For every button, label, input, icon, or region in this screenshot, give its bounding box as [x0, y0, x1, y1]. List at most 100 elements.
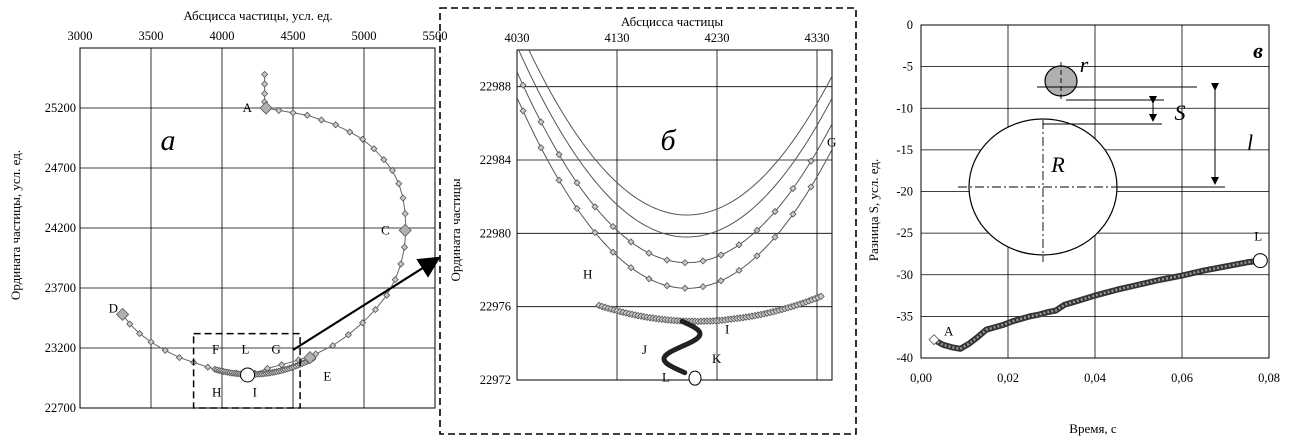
panel-a-point: [359, 135, 367, 143]
panel-b-plot-area: [516, 49, 833, 381]
panel-a-point: [399, 194, 407, 202]
panel-a-point: [147, 338, 155, 346]
panel-b-xtick: 4130: [605, 31, 630, 45]
panel-b-point: [537, 118, 545, 126]
panel-b-point: [645, 249, 653, 257]
panel-a-point: [275, 106, 283, 114]
panel-b-point-label: H: [583, 267, 592, 282]
panel-a-point: [397, 260, 405, 268]
panel-b-point-label: I: [725, 322, 729, 337]
panel-b-point: [753, 252, 761, 260]
panel-a-point: [380, 156, 388, 164]
panel-c-xlabel: Время, с: [1069, 421, 1117, 436]
panel-b-point: [717, 277, 725, 285]
panel-b-point: [807, 157, 815, 165]
panel-a-trajectory-line: [122, 74, 407, 375]
panel-b-point: [591, 228, 599, 237]
panel-a-point: [332, 121, 340, 129]
panel-c-end-marker-L: [1252, 253, 1268, 269]
inset-frame: [439, 7, 857, 435]
panel-c-xtick: 0,02: [997, 371, 1019, 385]
panel-a-xtick: 3000: [68, 29, 93, 43]
panel-c-letter: в: [1253, 38, 1263, 63]
panel-c-ylabel: Разница S, усл. ед.: [866, 159, 881, 261]
panel-a-xtick: 5000: [352, 29, 377, 43]
panel-a-ytick: 25200: [45, 101, 76, 115]
panel-a-point: [261, 80, 269, 88]
panel-a-ytick: 23700: [45, 281, 76, 295]
panel-b-point: [627, 264, 635, 272]
panel-c-ytick: -30: [896, 268, 913, 282]
panel-b-series-group: [517, 50, 832, 376]
panel-c-xtick: 0,08: [1258, 371, 1280, 385]
panel-c-ytick: -10: [896, 101, 913, 115]
panel-a-marker-C: [398, 223, 412, 237]
panel-a-ytick: 22700: [45, 401, 76, 415]
panel-c-ytick: -5: [903, 60, 913, 74]
panel-a-marker-D: [116, 307, 130, 321]
panel-c-ytick: -35: [896, 309, 913, 323]
panel-a-point-label: F: [212, 342, 219, 357]
panel-a-point-label: L: [242, 342, 250, 357]
panel-c-xtick: 0,00: [910, 371, 932, 385]
panel-a-letter: а: [161, 124, 176, 157]
panel-a-point: [126, 320, 134, 328]
panel-c-ytick: -25: [896, 226, 913, 240]
panel-b-curve: [528, 50, 832, 216]
panel-b-point: [519, 81, 527, 89]
panel-b-xtick: 4230: [705, 31, 730, 45]
panel-b-ytick: 22976: [480, 300, 511, 314]
panel-b-letter: б: [660, 124, 676, 157]
panel-a-point: [261, 90, 269, 98]
panel-a-point-label: E: [323, 368, 331, 383]
panel-a-point: [161, 346, 169, 354]
panel-a-point-label: H: [212, 384, 221, 399]
panel-a-point: [401, 210, 409, 218]
panel-a-ytick: 24200: [45, 221, 76, 235]
panel-b-point: [627, 238, 635, 246]
panel-b-point: [699, 283, 707, 291]
panel-a-marker-E: [303, 351, 317, 365]
panel-b-curve: [517, 71, 832, 264]
panel-b-point: [573, 179, 581, 187]
panel-b: Абсцисса частицы Ордината частицы б 4030…: [448, 14, 836, 387]
panel-b-point: [609, 222, 617, 231]
panel-a-point: [400, 243, 409, 251]
panel-a-point: [395, 180, 403, 188]
panel-a-point-label: I: [253, 384, 257, 399]
panel-a-xtick: 4000: [210, 29, 235, 43]
panel-b-wavy-trajectory: [661, 318, 703, 376]
panel-a-point-label: G: [271, 342, 280, 357]
panel-b-point: [753, 226, 761, 234]
panel-a-point: [136, 330, 144, 338]
panel-a-point: [278, 361, 286, 369]
panel-b-ytick: 22984: [480, 153, 512, 167]
panel-a-point-label: A: [243, 100, 253, 115]
panel-b-point: [789, 210, 797, 218]
panel-b-point: [681, 284, 689, 292]
panel-c-xtick: 0,04: [1084, 371, 1107, 385]
panel-a-point: [388, 166, 396, 174]
panel-c-point-label: A: [944, 324, 954, 339]
panel-a: Абсцисса частицы, усл. ед. Ордината част…: [8, 8, 448, 415]
panel-a-ylabel: Ордината частицы, усл. ед.: [8, 150, 23, 300]
panel-a-point: [329, 342, 337, 350]
panel-c-ytick: -40: [896, 351, 913, 365]
panel-a-ytick: 23200: [45, 341, 76, 355]
panel-a-point: [346, 128, 354, 136]
label-s: S: [1175, 100, 1186, 125]
zoom-arrow: [292, 256, 441, 351]
panel-a-point: [303, 111, 311, 119]
panel-b-point: [555, 176, 563, 184]
panel-b-xtick: 4030: [505, 31, 530, 45]
panel-b-trajectory-point: [817, 292, 825, 301]
panel-a-ytick: 24700: [45, 161, 76, 175]
panel-b-curve: [517, 97, 832, 289]
panel-b-point-label: K: [712, 351, 722, 366]
panel-b-point: [771, 233, 779, 241]
panel-c-point-label: L: [1254, 229, 1262, 244]
panel-a-point-label: C: [381, 222, 390, 237]
panel-c-xtick: 0,06: [1171, 371, 1193, 385]
panel-b-point-label: L: [662, 369, 670, 384]
